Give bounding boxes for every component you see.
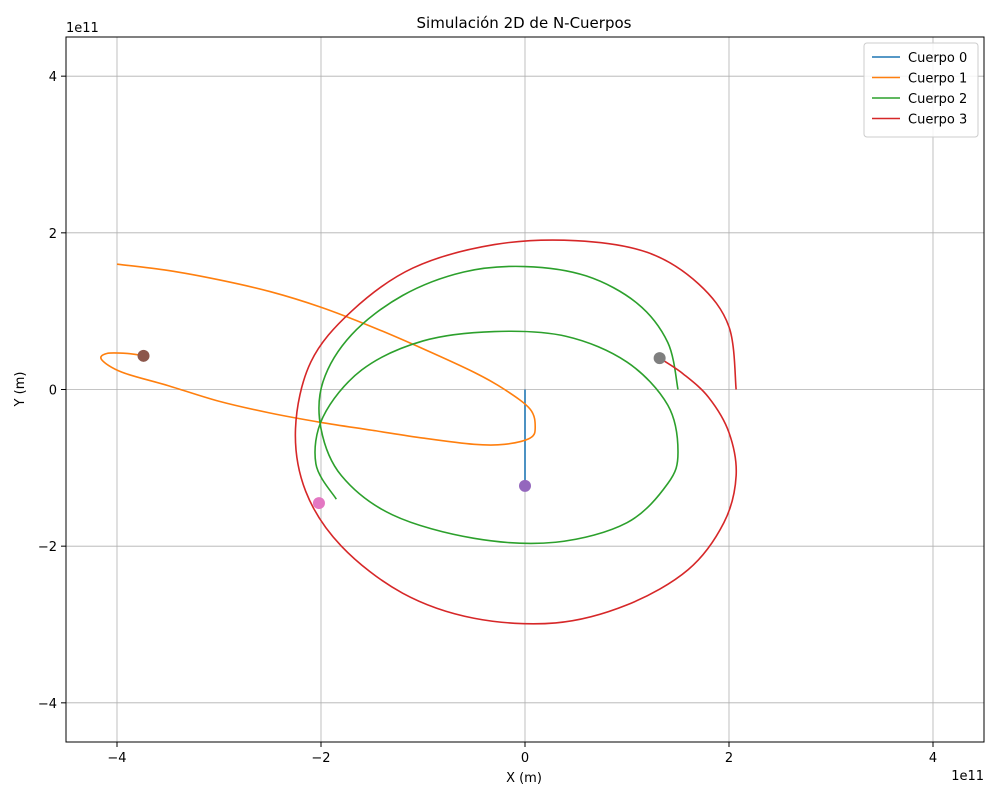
legend-label-cuerpo-1: Cuerpo 1 xyxy=(908,72,967,87)
legend-label-cuerpo-0: Cuerpo 0 xyxy=(908,51,967,66)
legend-box xyxy=(863,42,979,138)
series-layer xyxy=(100,239,738,625)
x-tick-label: 4 xyxy=(929,751,937,766)
legend-label-cuerpo-2: Cuerpo 2 xyxy=(908,92,967,107)
legend-label-cuerpo-3: Cuerpo 3 xyxy=(908,113,967,128)
y-tick-label: −4 xyxy=(38,697,57,712)
grid xyxy=(66,37,984,742)
y-tick-label: −2 xyxy=(38,540,57,555)
y-axis-title: Y (m) xyxy=(13,372,28,408)
y-tick-label: 4 xyxy=(49,70,57,85)
x-tick-label: 0 xyxy=(521,751,529,766)
chart-title: Simulación 2D de N-Cuerpos xyxy=(417,14,632,32)
y-tick-label: 0 xyxy=(49,384,57,399)
marker-layer xyxy=(137,349,666,510)
x-tick-label: −2 xyxy=(311,751,330,766)
y-offset-label: 1e11 xyxy=(66,21,99,36)
body-position-marker-3 xyxy=(653,352,666,365)
body-position-marker-1 xyxy=(519,479,531,492)
ticks: −4 −2 0 2 4 −4 −2 0 2 4 xyxy=(38,70,937,766)
y-tick-label: 2 xyxy=(49,227,57,242)
x-offset-label: 1e11 xyxy=(951,769,984,784)
x-tick-label: 2 xyxy=(725,751,733,766)
x-axis-title: X (m) xyxy=(506,771,542,786)
series-line-cuerpo-3 xyxy=(294,239,738,625)
body-position-marker-0 xyxy=(137,349,150,362)
legend: Cuerpo 0 Cuerpo 1 Cuerpo 2 Cuerpo 3 xyxy=(863,42,979,138)
x-tick-label: −4 xyxy=(107,751,126,766)
series-line-cuerpo-1 xyxy=(100,263,537,446)
series-line-cuerpo-2 xyxy=(314,265,679,545)
body-position-marker-2 xyxy=(312,497,325,510)
